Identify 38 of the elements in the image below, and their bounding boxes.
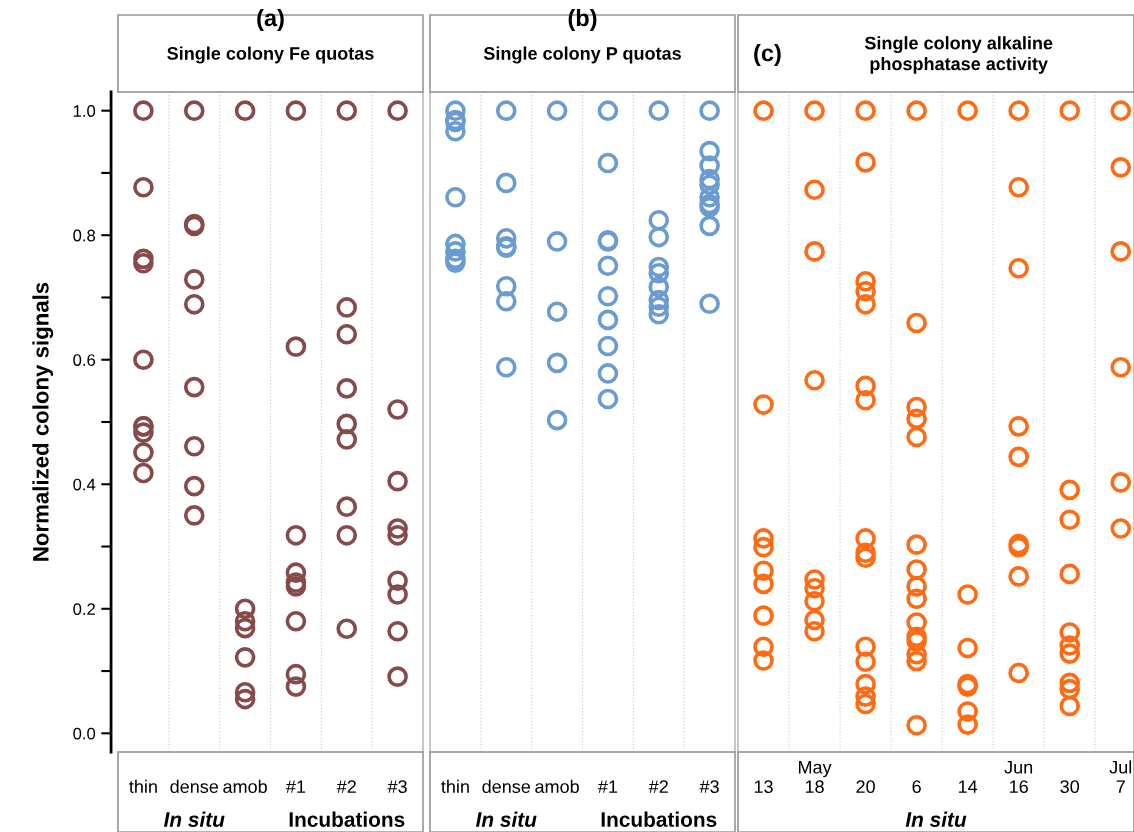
x-tick-label: #1 xyxy=(285,780,306,793)
x-tick-label: amob xyxy=(535,779,579,794)
chart-title: (a) xyxy=(257,9,284,31)
y-tick-label: 0.2 xyxy=(73,603,95,615)
y-tick-label: 0.4 xyxy=(73,478,96,491)
chart-subtitle: Single colony P quotas xyxy=(483,46,681,64)
chart-subtitle: Single colony alkaline phosphatase activity xyxy=(864,36,1053,74)
x-tick-label: #3 xyxy=(387,780,407,794)
y-tick-label: 1.0 xyxy=(73,105,96,117)
x-tick-label: Jul 7 xyxy=(1109,760,1132,793)
x-tick-label: #3 xyxy=(699,780,719,794)
x-tick-label: #2 xyxy=(648,780,668,793)
chart-title: (b) xyxy=(568,9,597,31)
x-tick-label: dense xyxy=(170,779,219,794)
x-tick-label: 30 xyxy=(1060,780,1080,794)
chart-subtitle: Single colony Fe quotas xyxy=(167,46,374,64)
x-tick-label: Jun 16 xyxy=(1004,761,1033,794)
x-tick-label: May 18 xyxy=(798,761,832,794)
text: Incubations xyxy=(289,811,405,827)
y-tick-label: 0.0 xyxy=(73,727,96,740)
text: In situ xyxy=(905,811,967,827)
x-tick-label: thin xyxy=(441,779,469,794)
text: Incubations xyxy=(601,811,717,827)
x-tick-label: thin xyxy=(129,779,157,794)
y-tick-label: 0.6 xyxy=(73,354,96,366)
x-tick-label: #1 xyxy=(597,780,618,793)
x-tick-label: dense xyxy=(482,779,531,794)
y-axis-title: Normalized colony signals xyxy=(32,282,54,561)
x-tick-label: 6 xyxy=(912,780,921,794)
chart-title: (c) xyxy=(754,44,781,66)
x-tick-label: 14 xyxy=(958,780,978,793)
x-tick-label: 20 xyxy=(856,780,875,794)
y-tick-label: 0.8 xyxy=(73,229,96,242)
text: In situ xyxy=(163,811,225,827)
text: In situ xyxy=(475,811,537,827)
x-tick-label: 13 xyxy=(754,780,773,794)
x-tick-label: amob xyxy=(223,779,267,794)
x-tick-label: #2 xyxy=(336,780,356,793)
